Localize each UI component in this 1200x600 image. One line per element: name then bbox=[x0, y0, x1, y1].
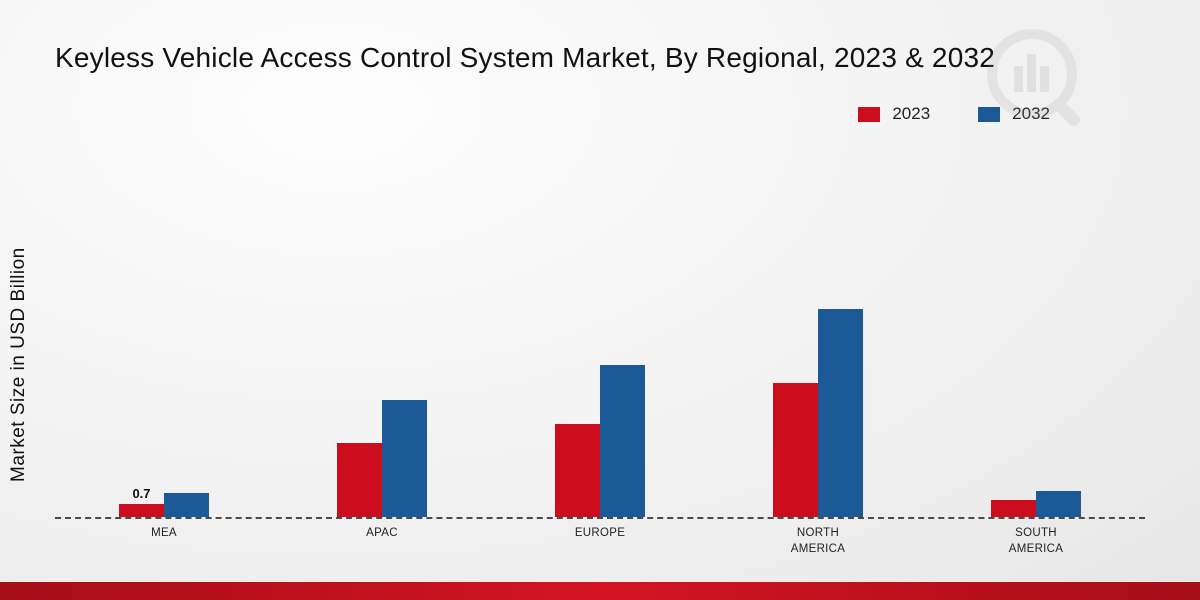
bar-2032-south-america bbox=[1036, 490, 1081, 517]
data-label-2023-mea: 0.7 bbox=[132, 486, 151, 501]
bar-2032-apac bbox=[382, 399, 427, 517]
bar-2032-north-america bbox=[818, 308, 863, 517]
legend-swatch-2023 bbox=[858, 106, 881, 122]
category-label-apac: APAC bbox=[366, 527, 398, 539]
bar-2023-europe bbox=[555, 424, 600, 517]
bar-2023-south-america bbox=[991, 500, 1036, 517]
bar-2023-mea bbox=[119, 504, 164, 517]
legend-item-2032: 2032 bbox=[978, 104, 1050, 124]
bar-chart-plot-area: 0.7 bbox=[55, 294, 1145, 517]
category-label-north-america: NORTH AMERICA bbox=[790, 527, 846, 555]
category-labels: MEA APAC EUROPE NORTH AMERICA SOUTH AMERICA bbox=[55, 526, 1145, 576]
bar-2023-north-america bbox=[773, 383, 818, 517]
y-axis-label: Market Size in USD Billion bbox=[8, 247, 29, 483]
category-label-south-america: SOUTH AMERICA bbox=[1008, 527, 1064, 555]
legend-label-2032: 2032 bbox=[1012, 104, 1050, 123]
x-axis-baseline bbox=[55, 517, 1145, 519]
legend: 2023 2032 bbox=[858, 104, 1050, 124]
legend-item-2023: 2023 bbox=[858, 104, 930, 124]
bar-2032-europe bbox=[600, 364, 645, 517]
bar-2023-apac bbox=[337, 442, 382, 517]
watermark-logo bbox=[987, 29, 1081, 127]
category-label-mea: MEA bbox=[151, 527, 177, 539]
chart-title: Keyless Vehicle Access Control System Ma… bbox=[55, 42, 996, 73]
legend-swatch-2032 bbox=[978, 106, 1001, 122]
category-label-europe: EUROPE bbox=[574, 527, 626, 539]
bar-2032-mea bbox=[164, 492, 209, 517]
legend-label-2023: 2023 bbox=[892, 104, 931, 123]
footer-accent-bar bbox=[0, 582, 1200, 600]
